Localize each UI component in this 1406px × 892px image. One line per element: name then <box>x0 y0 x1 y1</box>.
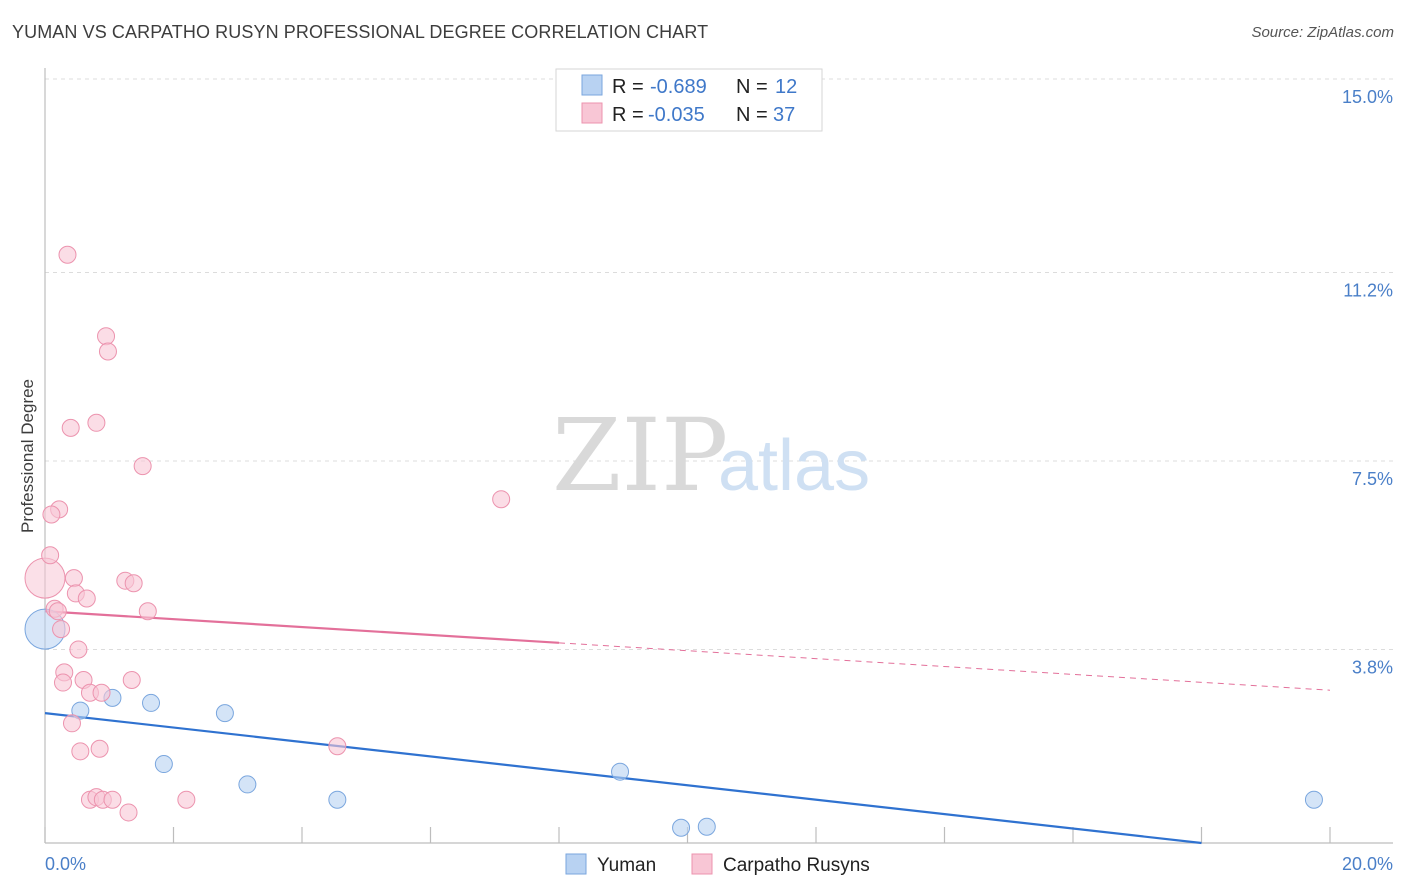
chart-title: YUMAN VS CARPATHO RUSYN PROFESSIONAL DEG… <box>12 22 709 42</box>
series-legend: Yuman Carpatho Rusyns <box>565 853 870 876</box>
data-point-rusyn <box>122 671 141 690</box>
legend-r-label-yuman: R = <box>612 76 644 98</box>
data-point-yuman <box>697 817 716 836</box>
x-tick-labels: 0.0% 20.0% <box>45 854 1393 874</box>
trend-line-rusyn <box>44 610 560 644</box>
bottom-legend-label-rusyn: Carpatho Rusyns <box>723 855 870 876</box>
legend-r-value-rusyn: -0.035 <box>648 104 705 126</box>
y-tick-label: 15.0% <box>1342 87 1393 107</box>
data-point-rusyn <box>97 327 116 346</box>
data-point-rusyn <box>48 602 67 621</box>
data-point-rusyn <box>103 790 122 809</box>
bottom-legend-swatch-yuman <box>565 853 587 875</box>
trend-line-extension-rusyn <box>558 642 1331 691</box>
data-point-rusyn <box>42 505 61 524</box>
data-point-rusyn <box>98 342 117 361</box>
data-point-yuman <box>1304 790 1323 809</box>
data-point-rusyn <box>328 737 347 756</box>
data-point-rusyn <box>124 574 143 593</box>
data-point-rusyn <box>52 620 71 639</box>
data-point-rusyn <box>119 803 138 822</box>
watermark-atlas: atlas <box>718 426 870 506</box>
y-tick-label: 11.2% <box>1343 281 1393 301</box>
data-point-yuman <box>142 693 161 712</box>
data-point-rusyn <box>62 714 81 733</box>
data-point-rusyn <box>92 683 111 702</box>
data-point-rusyn <box>58 245 77 264</box>
data-point-rusyn <box>138 602 157 621</box>
data-point-rusyn <box>64 569 83 588</box>
legend-n-label-rusyn: N = <box>736 104 768 126</box>
data-point-rusyn <box>90 739 109 758</box>
bottom-legend-swatch-rusyn <box>691 853 713 875</box>
legend-r-value-yuman: -0.689 <box>650 76 707 98</box>
data-point-yuman <box>672 818 691 837</box>
data-point-rusyn <box>41 546 60 565</box>
watermark-zip: ZIP <box>552 397 728 514</box>
data-point-yuman <box>611 762 630 781</box>
y-tick-label: 7.5% <box>1352 469 1393 489</box>
x-tick-label-max: 20.0% <box>1342 854 1393 874</box>
data-point-yuman <box>154 755 173 774</box>
x-tick-label-min: 0.0% <box>45 854 86 874</box>
source-label: Source: ZipAtlas.com <box>1251 24 1394 41</box>
trend-lines <box>44 610 1331 845</box>
data-point-rusyn <box>61 418 80 437</box>
data-point-rusyn <box>177 790 196 809</box>
data-point-rusyn <box>133 457 152 476</box>
correlation-legend: R = -0.689 N = 12 R = -0.035 N = 37 <box>555 68 823 132</box>
y-tick-label: 3.8% <box>1352 657 1393 677</box>
data-point-yuman <box>328 790 347 809</box>
data-point-rusyn <box>24 557 66 599</box>
data-point-yuman <box>215 704 234 723</box>
data-point-rusyn <box>492 490 511 509</box>
legend-n-label-yuman: N = <box>736 76 768 98</box>
data-point-rusyn <box>77 589 96 608</box>
data-point-rusyn <box>87 413 106 432</box>
bottom-legend-label-yuman: Yuman <box>597 855 656 876</box>
legend-swatch-yuman <box>581 74 603 96</box>
y-tick-labels: 3.8% 7.5% 11.2% 15.0% <box>1342 87 1393 677</box>
legend-n-value-rusyn: 37 <box>773 104 795 126</box>
legend-swatch-rusyn <box>581 102 603 124</box>
data-point-rusyn <box>69 640 88 659</box>
legend-r-label-rusyn: R = <box>612 104 644 126</box>
data-point-yuman <box>71 701 90 720</box>
legend-n-value-yuman: 12 <box>775 76 797 98</box>
data-point-rusyn <box>71 742 90 761</box>
data-points <box>24 245 1323 837</box>
data-point-rusyn <box>53 673 72 692</box>
data-point-yuman <box>238 775 257 794</box>
y-axis-label: Professional Degree <box>18 379 37 533</box>
gridlines <box>45 78 1393 650</box>
